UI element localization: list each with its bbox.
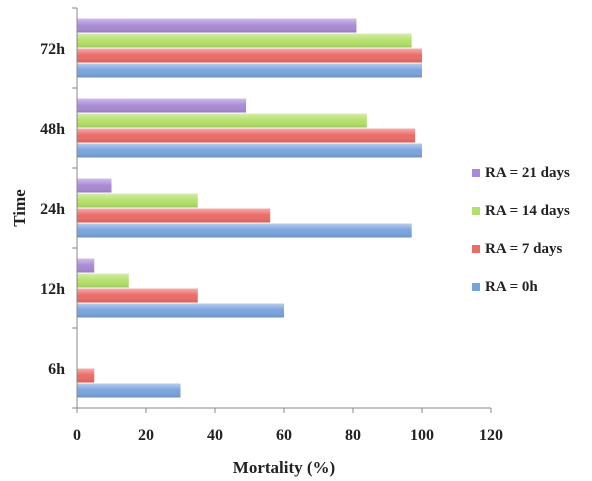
- bar-shade-72h-s2: [77, 33, 412, 48]
- bar-shade-48h-s1: [77, 128, 416, 143]
- x-tick-label: 60: [276, 427, 292, 444]
- x-tick-label: 120: [479, 427, 503, 444]
- bar-shade-24h-s0: [77, 223, 412, 238]
- y-tick-label-48h: 48h: [40, 121, 65, 138]
- bar-shade-12h-s2: [77, 273, 129, 288]
- bar-shade-48h-s3: [77, 98, 247, 113]
- bar-shade-6h-s1: [77, 368, 95, 383]
- legend-label-s0: RA = 0h: [485, 279, 538, 295]
- bar-shade-12h-s0: [77, 303, 284, 318]
- x-axis-title: Mortality (%): [233, 458, 335, 477]
- bar-shade-72h-s0: [77, 63, 422, 78]
- legend-swatch-s0: [472, 283, 480, 291]
- x-tick-label: 100: [410, 427, 434, 444]
- legend-swatch-s1: [472, 245, 480, 253]
- y-tick-label-6h: 6h: [48, 361, 65, 378]
- legend-label-s3: RA = 21 days: [485, 165, 570, 181]
- y-tick-label-12h: 12h: [40, 281, 65, 298]
- bars-group: [77, 18, 422, 398]
- legend-label-s2: RA = 14 days: [485, 203, 570, 219]
- bar-shade-24h-s1: [77, 208, 271, 223]
- bar-shade-6h-s0: [77, 383, 181, 398]
- x-tick-label: 80: [345, 427, 361, 444]
- legend-swatch-s2: [472, 207, 480, 215]
- y-axis-title: Time: [10, 189, 29, 227]
- x-tick-label: 20: [138, 427, 154, 444]
- y-axis-ticks: 6h 12h 24h 48h 72h: [40, 7, 77, 409]
- x-tick-label: 40: [207, 427, 223, 444]
- bar-shade-12h-s3: [77, 258, 95, 273]
- bar-shade-72h-s3: [77, 18, 357, 33]
- bar-shade-24h-s3: [77, 178, 112, 193]
- y-tick-label-24h: 24h: [40, 201, 65, 218]
- y-tick-label-72h: 72h: [40, 41, 65, 58]
- legend-swatch-s3: [472, 169, 480, 177]
- x-axis-ticks: 0 20 40 60 80 100 120: [73, 408, 503, 444]
- bar-shade-48h-s2: [77, 113, 367, 128]
- legend-label-s1: RA = 7 days: [485, 241, 562, 257]
- bar-shade-72h-s1: [77, 48, 422, 63]
- bar-shade-24h-s2: [77, 193, 198, 208]
- x-tick-label: 0: [73, 427, 81, 444]
- bar-shade-12h-s1: [77, 288, 198, 303]
- bar-shade-48h-s0: [77, 143, 422, 158]
- legend: RA = 21 days RA = 14 days RA = 7 days RA = …: [472, 165, 570, 295]
